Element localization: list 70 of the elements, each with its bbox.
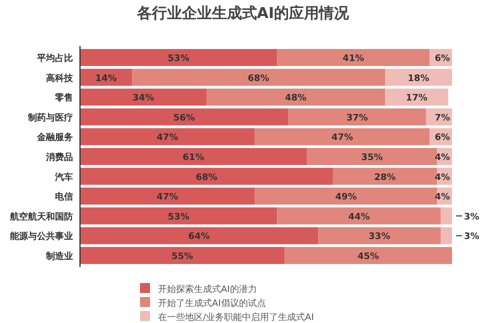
data-label: 47% [331,133,354,144]
y-tick-label: 能源与公共事业 [10,231,73,242]
bar [318,227,441,244]
y-tick-label: 消费品 [45,152,73,163]
bar [80,247,285,264]
chart-title: 各行业企业生成式AI的应用情况 [136,4,350,22]
bar [288,108,426,126]
bar [80,88,206,106]
legend-label: 开始探索生成式AI的潜力 [158,284,257,295]
bar [277,49,430,66]
data-label: 7% [434,113,450,124]
bar [80,68,132,86]
y-tick-label: 汽车 [54,172,73,183]
data-label: 53% [168,54,190,64]
bar [440,207,452,224]
data-label: 4% [434,192,450,203]
bar [254,128,430,146]
bar [80,207,278,224]
bar [80,108,288,126]
data-label: 47% [156,192,178,203]
y-tick-label: 高科技 [46,72,74,84]
bar [80,168,333,185]
data-label: 35% [361,153,383,163]
data-label: 44% [348,212,370,222]
bar [132,68,386,86]
data-label: 14% [95,74,117,84]
data-label: 18% [408,74,430,84]
bar [80,188,255,205]
data-label: 28% [374,172,396,183]
data-label: 55% [172,252,194,262]
bar [385,88,448,106]
data-label: 4% [434,172,450,183]
data-label: 45% [358,252,380,262]
data-label: 6% [434,133,450,144]
bar [80,128,255,146]
legend-label: 在一些地区/业务职能中启用了生成式AI [158,312,314,323]
data-label: 4% [434,153,450,163]
data-label: 48% [284,94,307,104]
bar [80,49,278,66]
data-label: 37% [346,113,368,124]
y-tick-label: 金融服务 [36,132,73,144]
data-label: 34% [132,94,154,104]
data-label: 61% [182,153,204,163]
bar [385,68,452,86]
bar [80,148,307,165]
y-tick-label: 电信 [55,192,73,203]
data-label: 6% [434,54,450,64]
y-tick-label: 制药与医疗 [27,112,73,124]
bar [277,207,441,224]
y-tick-label: 制造业 [45,251,73,262]
data-label: 41% [342,54,364,64]
y-tick-label: 零售 [54,92,73,104]
y-tick-label: 航空航天和国防 [9,211,73,222]
data-label: 56% [173,113,195,124]
data-label: 33% [368,232,390,242]
data-label: 47% [156,133,178,144]
bar [440,227,452,244]
data-label: 53% [168,212,190,222]
data-label: 17% [406,94,428,104]
data-label: 68% [248,74,270,84]
data-label: 68% [196,172,218,183]
legend-label: 开始了生成式AI倡议的试点 [158,298,266,309]
data-label: 64% [188,232,210,242]
bar [284,247,452,264]
y-tick-label: 平均占比 [36,53,73,64]
data-label: 3% [464,232,480,242]
bar [206,88,386,106]
data-label: 3% [464,212,480,222]
bar [80,227,318,244]
data-label: 49% [335,192,357,203]
